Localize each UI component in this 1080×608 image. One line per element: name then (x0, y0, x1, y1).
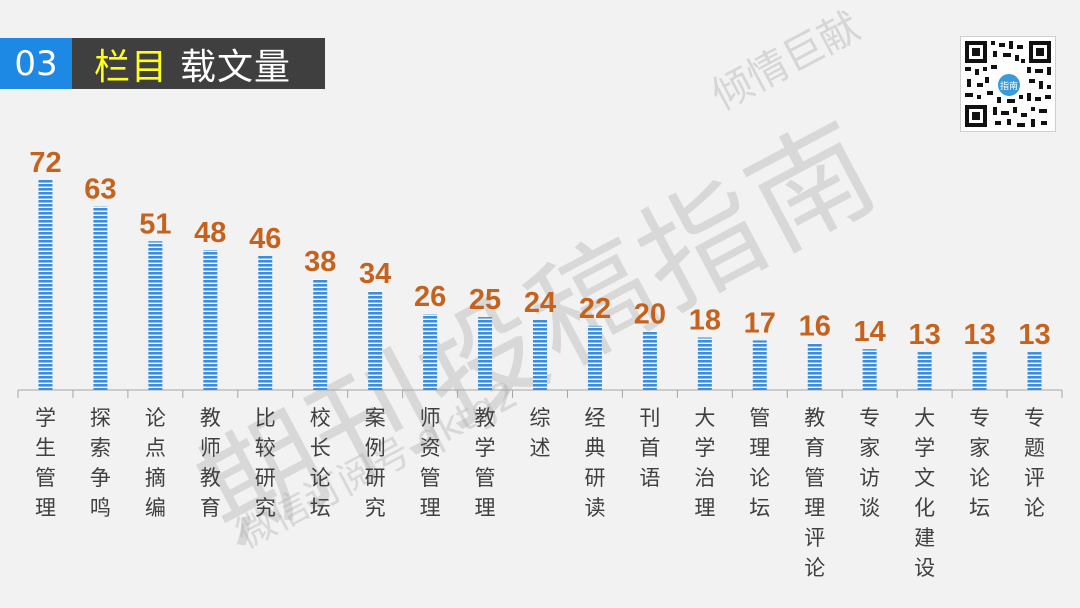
value-label-11: 20 (634, 299, 666, 331)
value-label-6: 34 (359, 258, 391, 290)
value-label-17: 13 (963, 319, 995, 351)
title-highlight: 栏目 (94, 46, 169, 88)
value-label-5: 38 (304, 246, 336, 278)
qr-logo-icon: 指南 (996, 72, 1022, 98)
value-label-4: 46 (249, 223, 281, 255)
category-label-13: 管理论坛 (749, 406, 770, 520)
value-label-10: 22 (579, 293, 611, 325)
value-label-13: 17 (744, 307, 776, 339)
bar-17 (972, 352, 987, 390)
bar-16 (917, 352, 932, 390)
bar-3 (203, 250, 218, 390)
category-label-4: 比较研究 (255, 406, 276, 520)
bar-6 (368, 290, 383, 390)
category-label-14: 教育管理评论 (804, 406, 825, 580)
category-label-10: 经典研读 (584, 406, 605, 520)
bar-13 (752, 340, 767, 390)
value-label-3: 48 (194, 217, 226, 249)
category-label-7: 师资管理 (420, 406, 441, 520)
category-label-15: 专家访谈 (859, 406, 880, 520)
category-label-18: 专题评论 (1024, 406, 1045, 520)
bar-12 (697, 337, 712, 390)
bar-4 (258, 255, 273, 390)
value-label-9: 24 (524, 287, 556, 319)
category-label-0: 学生管理 (35, 406, 56, 520)
bar-1 (93, 206, 108, 390)
bar-15 (862, 349, 877, 390)
category-label-9: 综述 (530, 406, 551, 460)
category-label-16: 大学文化建设 (914, 406, 935, 580)
bar-2 (148, 241, 163, 390)
category-label-5: 校长论坛 (310, 406, 331, 520)
category-label-2: 论点摘编 (145, 406, 166, 520)
bar-18 (1027, 352, 1042, 390)
value-label-15: 14 (854, 316, 886, 348)
category-label-12: 大学治理 (694, 406, 715, 520)
bar-8 (478, 317, 493, 390)
category-label-1: 探索争鸣 (90, 406, 111, 520)
category-label-6: 案例研究 (365, 406, 386, 520)
title-rest: 载文量 (180, 46, 292, 88)
bar-0 (38, 180, 53, 390)
value-label-16: 13 (908, 319, 940, 351)
value-label-7: 26 (414, 281, 446, 313)
bar-7 (423, 314, 438, 390)
bar-14 (807, 343, 822, 390)
category-label-3: 教师教育 (200, 406, 221, 520)
page-title: 栏目 载文量 (72, 38, 325, 89)
value-label-12: 18 (689, 305, 721, 337)
qr-code: 指南 (960, 36, 1056, 132)
category-label-17: 专家论坛 (969, 406, 990, 520)
value-label-18: 13 (1018, 319, 1050, 351)
bar-5 (313, 279, 328, 390)
bar-10 (587, 325, 602, 390)
qr-code-pattern (965, 41, 1051, 127)
value-label-2: 51 (139, 208, 171, 240)
bar-11 (642, 331, 657, 390)
category-label-8: 教学管理 (475, 406, 496, 520)
value-label-1: 63 (84, 173, 116, 205)
bar-9 (533, 320, 547, 390)
section-number-badge: 03 (0, 38, 72, 89)
category-label-11: 刊首语 (639, 406, 660, 490)
value-label-8: 25 (469, 284, 501, 316)
value-label-0: 72 (29, 147, 61, 179)
value-label-14: 16 (799, 310, 831, 342)
